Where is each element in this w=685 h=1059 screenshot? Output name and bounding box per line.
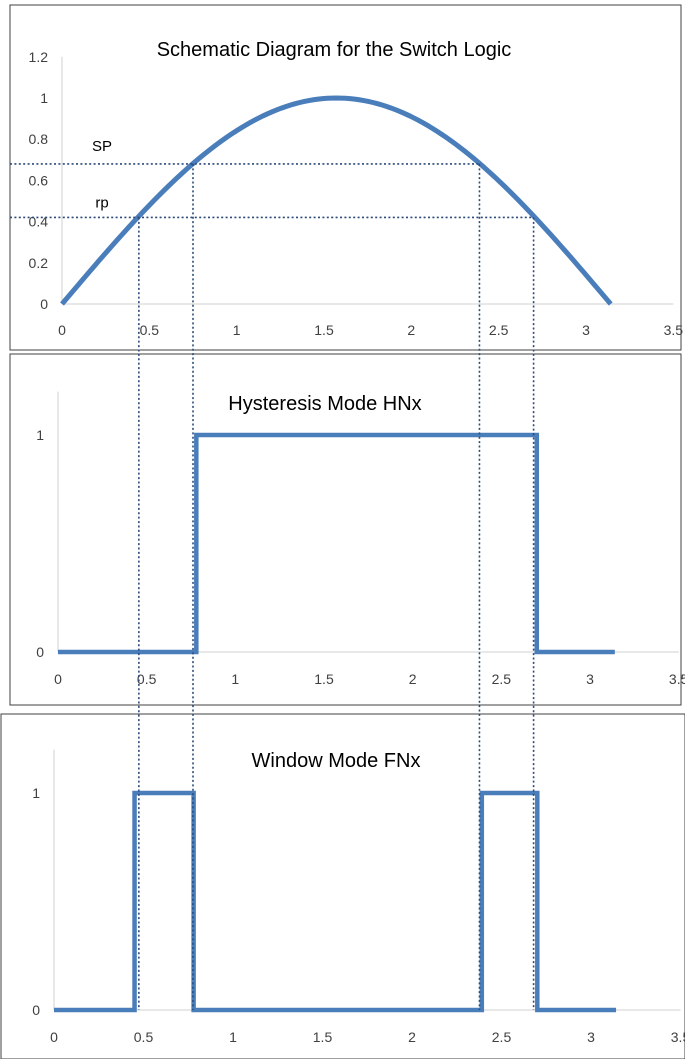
- chart-title: Hysteresis Mode HNx: [228, 393, 421, 415]
- x-tick-label: 1: [231, 671, 239, 687]
- y-tick-label: 1: [32, 785, 40, 801]
- x-tick-label: 0: [54, 671, 62, 687]
- panel-frame: [0, 713, 685, 1059]
- panel-frame: [9, 4, 682, 351]
- x-tick-label: 2.5: [492, 1029, 512, 1045]
- x-tick-label: 3.5: [669, 671, 685, 687]
- x-tick-label: 1.5: [314, 322, 334, 338]
- chart-title: Schematic Diagram for the Switch Logic: [157, 39, 512, 61]
- y-tick-label: 0.2: [29, 255, 49, 271]
- x-tick-label: 2: [407, 322, 415, 338]
- x-tick-label: 0.5: [140, 322, 160, 338]
- x-tick-label: 3: [586, 671, 594, 687]
- y-tick-label: 0.4: [29, 214, 49, 230]
- y-tick-label: 0: [32, 1002, 40, 1018]
- threshold-label-rp: rp: [95, 194, 108, 211]
- chart-panel-2: Hysteresis Mode HNx 0 0.5 1 1.5 2 2.5 3 3.5 0 1: [9, 353, 685, 706]
- y-tick-label: 1: [36, 427, 44, 443]
- threshold-guides: SP rp: [10, 138, 535, 1010]
- x-tick-label: 1: [233, 322, 241, 338]
- x-tick-label: 1.5: [314, 671, 334, 687]
- series-line-1: [58, 432, 615, 655]
- x-tick-label: 2.5: [489, 322, 509, 338]
- x-tick-label: 2.5: [492, 671, 512, 687]
- threshold-label-SP: SP: [92, 138, 112, 155]
- x-tick-label: 0: [50, 1029, 58, 1045]
- series-line-1: [54, 790, 617, 1013]
- x-tick-label: 3: [587, 1029, 595, 1045]
- x-tick-label: 0.5: [134, 1029, 154, 1045]
- chart-title: Window Mode FNx: [252, 750, 421, 772]
- y-tick-label: 1.2: [29, 49, 49, 65]
- x-tick-label: 2: [409, 671, 417, 687]
- x-tick-label: 2: [408, 1029, 416, 1045]
- series-line-1: [60, 95, 613, 306]
- x-tick-label: 3: [582, 322, 590, 338]
- x-tick-label: 3.5: [671, 1029, 685, 1045]
- y-tick-label: 1: [40, 90, 48, 106]
- y-tick-label: 0: [36, 644, 44, 660]
- y-tick-label: 0.6: [29, 172, 49, 188]
- x-tick-label: 1: [229, 1029, 237, 1045]
- panel-frame: [9, 353, 682, 706]
- y-tick-label: 0: [40, 296, 48, 312]
- x-tick-label: 1.5: [313, 1029, 333, 1045]
- x-tick-label: 3.5: [664, 322, 684, 338]
- y-tick-label: 0.8: [29, 131, 49, 147]
- x-tick-label: 0: [58, 322, 66, 338]
- x-tick-label: 0.5: [137, 671, 157, 687]
- chart-panel-3: Window Mode FNx 0 0.5 1 1.5 2 2.5 3 3.5 0 1: [0, 713, 685, 1059]
